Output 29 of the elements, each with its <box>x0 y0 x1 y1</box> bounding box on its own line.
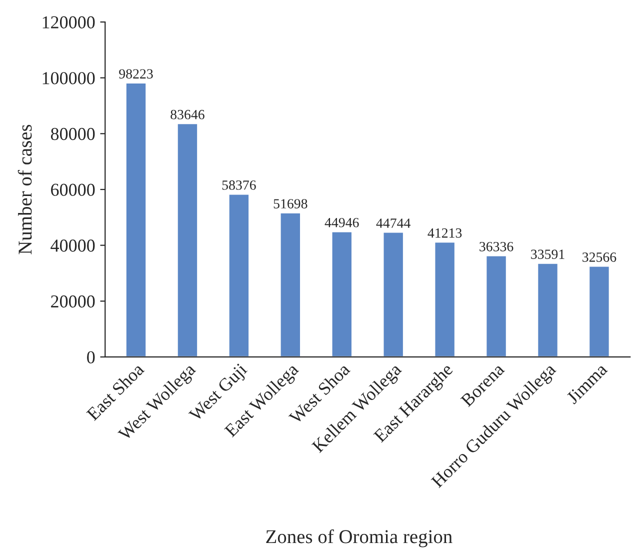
bar <box>485 254 508 357</box>
y-tick-label: 40000 <box>50 240 95 252</box>
y-tick-label: 20000 <box>51 295 95 308</box>
data-label: 33591 <box>531 250 564 259</box>
data-label: 36336 <box>480 242 514 252</box>
data-label: 41213 <box>428 228 462 238</box>
y-tick-label: 120000 <box>42 16 95 28</box>
y-tick-label: 60000 <box>51 184 95 196</box>
data-label: 58376 <box>222 180 256 190</box>
bar <box>125 82 147 357</box>
bar <box>330 230 353 357</box>
bar <box>176 122 198 357</box>
data-label: 44744 <box>376 218 410 228</box>
bar <box>382 231 404 357</box>
y-axis-title: Number of cases <box>18 124 32 254</box>
bar <box>434 241 456 357</box>
bar <box>228 193 250 357</box>
y-tick-label: 0 <box>87 351 95 364</box>
bar <box>536 262 559 357</box>
data-label: 32566 <box>582 252 616 262</box>
y-tick-label: 100000 <box>42 72 95 84</box>
data-label: 44946 <box>324 218 359 228</box>
data-label: 98223 <box>119 69 153 79</box>
data-label: 83646 <box>170 110 204 120</box>
y-tick-label: 80000 <box>50 128 95 140</box>
bar <box>279 212 302 357</box>
x-axis-title: Zones of Oromia region <box>266 529 452 548</box>
bar <box>588 265 610 357</box>
data-label: 51698 <box>274 199 308 208</box>
